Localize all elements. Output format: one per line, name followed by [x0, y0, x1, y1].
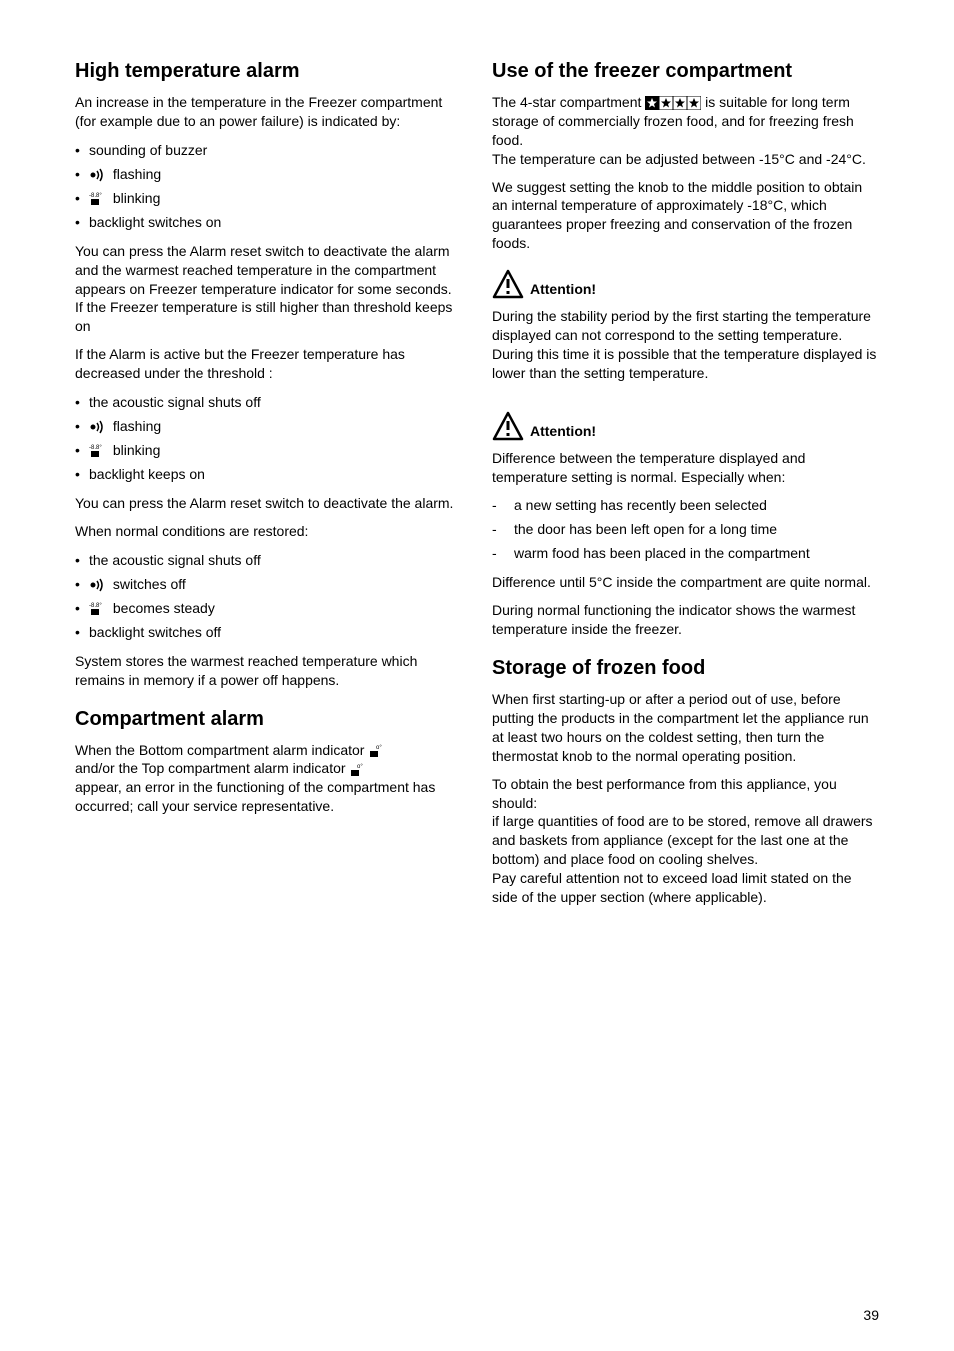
list-text: blinking: [113, 190, 160, 206]
list-item: blinking: [75, 188, 462, 209]
list-text: becomes steady: [113, 600, 215, 616]
heading-compartment-alarm: Compartment alarm: [75, 708, 462, 731]
text: The temperature can be adjusted between …: [492, 151, 866, 167]
list-text: switches off: [113, 576, 186, 592]
sound-icon: [89, 167, 105, 183]
para: To obtain the best performance from this…: [492, 775, 879, 907]
text: if large quantities of food are to be st…: [492, 813, 873, 867]
warning-icon: [492, 269, 524, 299]
list-text: flashing: [113, 166, 161, 182]
list-item: blinking: [75, 440, 462, 461]
list-item: flashing: [75, 416, 462, 437]
text: and/or the Top compartment alarm indicat…: [75, 760, 346, 776]
para: You can press the Alarm reset switch to …: [75, 494, 462, 513]
temp-indicator-icon: [89, 443, 105, 459]
list-item: becomes steady: [75, 598, 462, 619]
list-item: sounding of buzzer: [75, 140, 462, 161]
text: Pay careful attention not to exceed load…: [492, 870, 852, 905]
list-item: backlight switches off: [75, 622, 462, 643]
para: The 4-star compartment is suitable for l…: [492, 93, 879, 169]
heading-storage: Storage of frozen food: [492, 657, 879, 680]
para: Difference until 5°C inside the compartm…: [492, 573, 879, 592]
warning-icon: [492, 411, 524, 441]
temp-indicator-icon: [89, 191, 105, 207]
attention-callout: Attention!: [492, 269, 879, 299]
list-item: a new setting has recently been selected: [492, 495, 879, 516]
heading-use-freezer: Use of the freezer compartment: [492, 60, 879, 83]
attention-label: Attention!: [530, 423, 596, 441]
text: To obtain the best performance from this…: [492, 776, 837, 811]
temp-indicator-icon: [89, 601, 105, 617]
right-column: Use of the freezer compartment The 4-sta…: [492, 60, 879, 916]
list-item: flashing: [75, 164, 462, 185]
bottom-compartment-icon: [368, 743, 384, 759]
para: During the stability period by the first…: [492, 307, 879, 383]
page-number: 39: [863, 1307, 879, 1323]
para: During normal functioning the indicator …: [492, 601, 879, 639]
list-item: the acoustic signal shuts off: [75, 550, 462, 571]
para: When first starting-up or after a period…: [492, 690, 879, 766]
list-item: the acoustic signal shuts off: [75, 392, 462, 413]
list-text: blinking: [113, 442, 160, 458]
text: appear, an error in the functioning of t…: [75, 779, 435, 814]
attention-callout: Attention!: [492, 411, 879, 441]
para: When the Bottom compartment alarm indica…: [75, 741, 462, 817]
left-column: High temperature alarm An increase in th…: [75, 60, 462, 916]
para: When normal conditions are restored:: [75, 522, 462, 541]
sound-icon: [89, 419, 105, 435]
list-text: flashing: [113, 418, 161, 434]
top-compartment-icon: [349, 762, 365, 778]
heading-high-temp-alarm: High temperature alarm: [75, 60, 462, 83]
list-item: backlight keeps on: [75, 464, 462, 485]
para: System stores the warmest reached temper…: [75, 652, 462, 690]
list: a new setting has recently been selected…: [492, 495, 879, 564]
list-item: backlight switches on: [75, 212, 462, 233]
list: the acoustic signal shuts off switches o…: [75, 550, 462, 643]
list-item: the door has been left open for a long t…: [492, 519, 879, 540]
para: If the Alarm is active but the Freezer t…: [75, 345, 462, 383]
text: When the Bottom compartment alarm indica…: [75, 742, 364, 758]
list: the acoustic signal shuts off flashing b…: [75, 392, 462, 485]
text: The 4-star compartment: [492, 94, 645, 110]
para: You can press the Alarm reset switch to …: [75, 242, 462, 336]
para: Difference between the temperature displ…: [492, 449, 879, 487]
sound-icon: [89, 577, 105, 593]
list-item: warm food has been placed in the compart…: [492, 543, 879, 564]
list: sounding of buzzer flashing blinking bac…: [75, 140, 462, 233]
attention-label: Attention!: [530, 281, 596, 299]
list-item: switches off: [75, 574, 462, 595]
para: We suggest setting the knob to the middl…: [492, 178, 879, 254]
four-star-icon: [645, 96, 701, 110]
para: An increase in the temperature in the Fr…: [75, 93, 462, 131]
